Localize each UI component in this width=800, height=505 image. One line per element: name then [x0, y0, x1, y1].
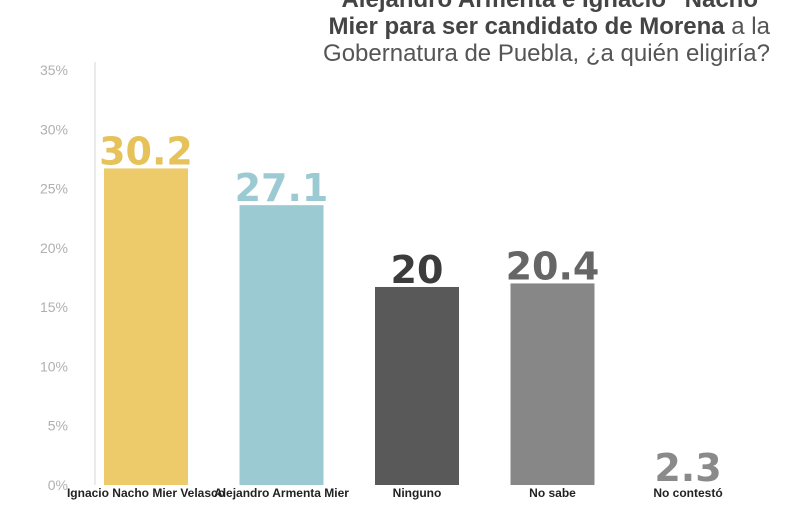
bar	[104, 168, 188, 485]
data-label: 30.2	[99, 129, 193, 173]
bar	[239, 205, 324, 485]
y-tick-label: 10%	[40, 358, 68, 374]
chart-title: Alejandro Armenta e Ignacio “Nacho” Mier…	[250, 0, 770, 67]
bar	[375, 286, 459, 485]
data-label: 20.4	[506, 244, 600, 288]
y-tick-label: 5%	[48, 418, 68, 434]
x-tick-label: Ninguno	[393, 486, 442, 500]
title-line-3: Gobernatura de Puebla, ¿a quién eligiría…	[323, 40, 770, 67]
x-tick-label: No sabe	[529, 486, 576, 500]
y-tick-label: 35%	[40, 62, 68, 78]
bar	[510, 283, 595, 485]
x-tick-label: Alejandro Armenta Mier	[214, 486, 349, 500]
y-tick-label: 15%	[40, 299, 68, 315]
data-label: 27.1	[235, 166, 329, 210]
title-line-1: Alejandro Armenta e Ignacio “Nacho”	[250, 0, 770, 13]
x-tick-label: Ignacio Nacho Mier Velasco	[67, 486, 225, 500]
title-line-2: Mier para ser candidato de Morena a la	[328, 13, 771, 40]
x-tick-label: No contestó	[653, 486, 722, 500]
y-tick-label: 30%	[40, 121, 68, 137]
data-label: 2.3	[654, 446, 721, 490]
data-label: 20	[391, 248, 444, 292]
y-tick-label: 0%	[48, 477, 68, 493]
y-tick-label: 20%	[40, 240, 68, 256]
y-tick-label: 25%	[40, 181, 68, 197]
